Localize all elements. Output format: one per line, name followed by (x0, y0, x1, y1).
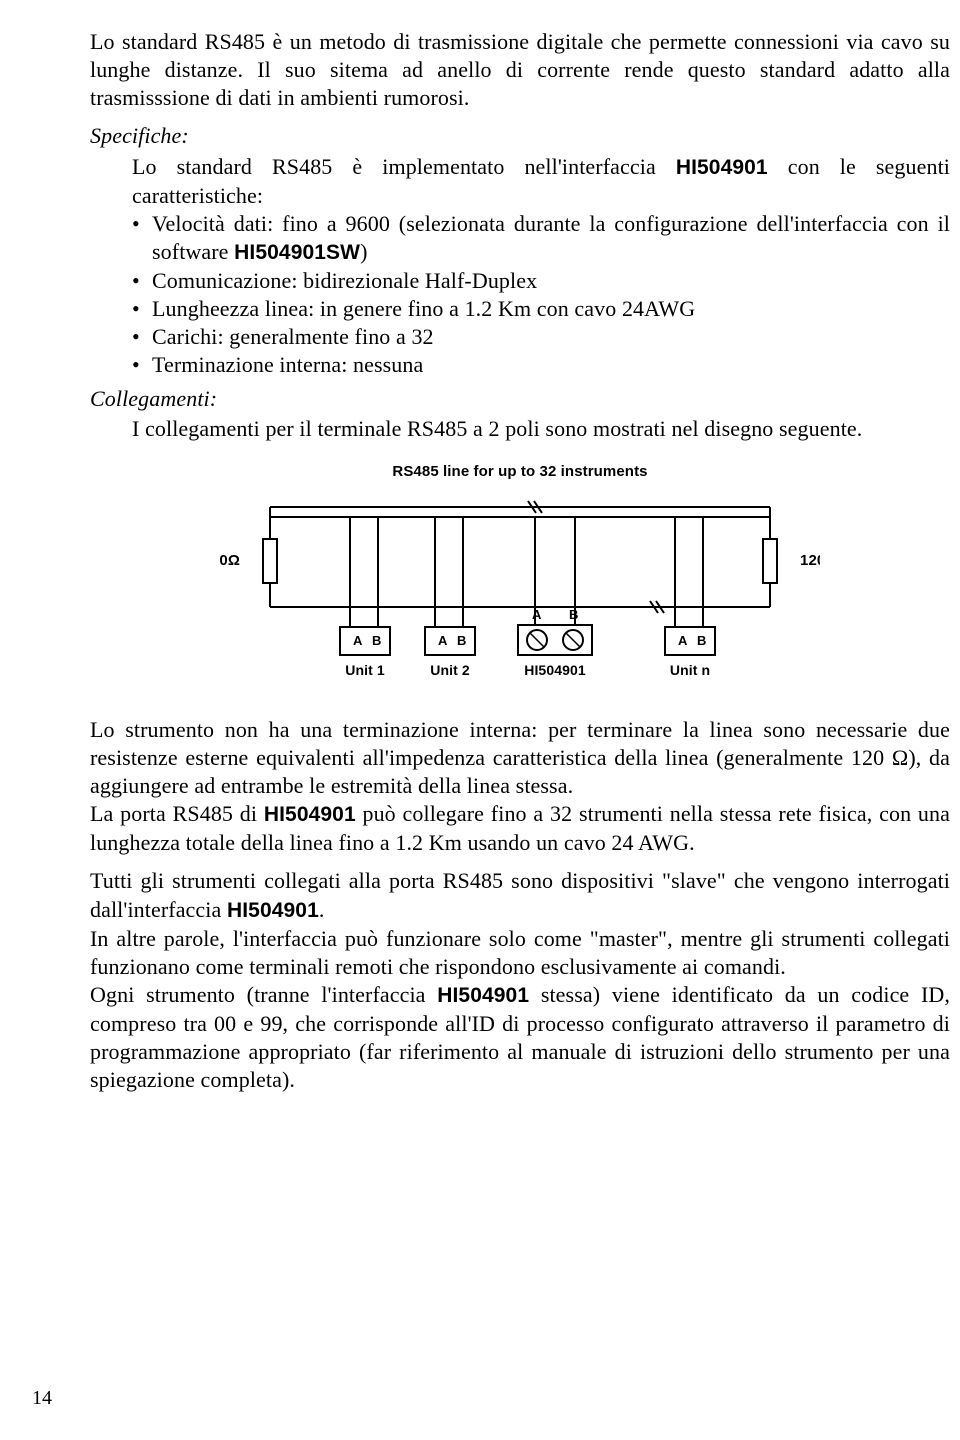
bullet-text: Terminazione interna: nessuna (152, 351, 950, 379)
product-code: HI504901SW (234, 241, 360, 264)
terminal-b: B (697, 633, 707, 648)
terminal-b: B (569, 607, 579, 622)
bullet-text: Carichi: generalmente fino a 32 (152, 323, 950, 351)
text: . (319, 897, 325, 922)
product-code: HI504901 (676, 156, 768, 179)
unitn-label: Unit n (670, 662, 710, 678)
text: Tutti gli strumenti collegati alla porta… (90, 868, 950, 921)
diagram-caption: RS485 line for up to 32 instruments (220, 462, 820, 481)
specifiche-bullets: • Velocità dati: fino a 9600 (selezionat… (90, 210, 950, 380)
resistor-left-label: 120Ω (220, 552, 240, 569)
text: La porta RS485 di (90, 801, 264, 826)
terminal-b: B (372, 633, 382, 648)
bullet: • Lungheezza linea: in genere fino a 1.2… (132, 295, 950, 323)
text: ) (360, 239, 367, 264)
body-p2: Tutti gli strumenti collegati alla porta… (90, 867, 950, 924)
bullet-dot: • (132, 295, 152, 323)
product-code: HI504901 (437, 984, 529, 1007)
bullet: • Comunicazione: bidirezionale Half-Dupl… (132, 267, 950, 295)
resistor-right-label: 120Ω (800, 552, 820, 569)
body-p4: Ogni strumento (tranne l'interfaccia HI5… (90, 981, 950, 1094)
collegamenti-paragraph: I collegamenti per il terminale RS485 a … (90, 415, 950, 443)
rs485-diagram: RS485 line for up to 32 instruments 120Ω… (220, 462, 820, 694)
product-code: HI504901 (227, 899, 319, 922)
terminal-a: A (678, 633, 688, 648)
bullet-dot: • (132, 351, 152, 379)
body-p3: In altre parole, l'interfaccia può funzi… (90, 925, 950, 981)
terminal-a: A (438, 633, 448, 648)
intro-paragraph: Lo standard RS485 è un metodo di trasmis… (90, 28, 950, 112)
bullet-dot: • (132, 210, 152, 267)
bullet: • Terminazione interna: nessuna (132, 351, 950, 379)
page-number: 14 (32, 1387, 52, 1410)
text: Ogni strumento (tranne l'interfaccia (90, 982, 437, 1007)
terminal-b: B (457, 633, 467, 648)
bullet-text: Lungheezza linea: in genere fino a 1.2 K… (152, 295, 950, 323)
terminal-a: A (532, 607, 542, 622)
diagram-svg: 120Ω 120Ω A B Unit 1 A B Unit 2 (220, 487, 820, 687)
text: Lo standard RS485 è implementato nell'in… (132, 154, 676, 179)
hi-label: HI504901 (524, 662, 586, 678)
unit1-label: Unit 1 (345, 662, 385, 678)
collegamenti-title: Collegamenti: (90, 385, 950, 413)
product-code: HI504901 (264, 803, 356, 826)
bullet-dot: • (132, 267, 152, 295)
bullet-dot: • (132, 323, 152, 351)
specifiche-title: Specifiche: (90, 122, 950, 150)
unit2-label: Unit 2 (430, 662, 470, 678)
body-p1b: La porta RS485 di HI504901 può collegare… (90, 800, 950, 857)
bullet: • Velocità dati: fino a 9600 (selezionat… (132, 210, 950, 267)
specifiche-lead: Lo standard RS485 è implementato nell'in… (90, 153, 950, 210)
bullet-text: Velocità dati: fino a 9600 (selezionata … (152, 210, 950, 267)
body-p1a: Lo strumento non ha una terminazione int… (90, 716, 950, 800)
terminal-a: A (353, 633, 363, 648)
document-page: Lo standard RS485 è un metodo di trasmis… (0, 28, 960, 1094)
bullet: • Carichi: generalmente fino a 32 (132, 323, 950, 351)
bullet-text: Comunicazione: bidirezionale Half-Duplex (152, 267, 950, 295)
